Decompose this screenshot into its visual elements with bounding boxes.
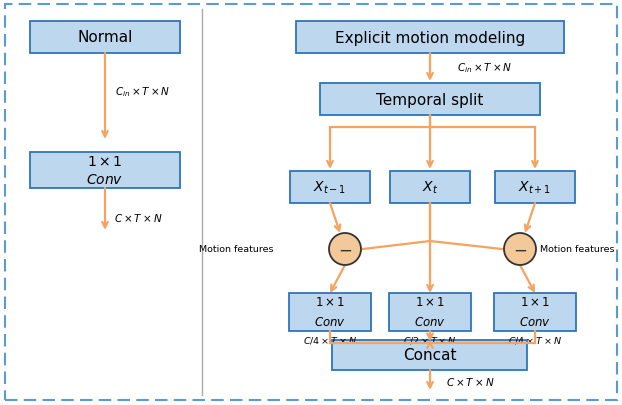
Text: Motion features: Motion features bbox=[540, 245, 615, 254]
Text: $X_t$: $X_t$ bbox=[422, 179, 438, 196]
Text: $C/2\times T\times N$: $C/2\times T\times N$ bbox=[403, 335, 457, 345]
FancyBboxPatch shape bbox=[289, 293, 371, 331]
Text: $1\times 1$: $1\times 1$ bbox=[415, 296, 445, 309]
Text: Normal: Normal bbox=[77, 30, 132, 45]
Text: $1\times 1$: $1\times 1$ bbox=[520, 296, 550, 309]
Text: Motion features: Motion features bbox=[200, 245, 274, 254]
FancyBboxPatch shape bbox=[30, 22, 180, 54]
Text: $Conv$: $Conv$ bbox=[519, 316, 551, 329]
Text: $C/4\times T\times N$: $C/4\times T\times N$ bbox=[508, 335, 562, 345]
Text: $Conv$: $Conv$ bbox=[86, 173, 124, 187]
Text: $C\times T\times N$: $C\times T\times N$ bbox=[114, 211, 162, 224]
Text: $C\times T\times N$: $C\times T\times N$ bbox=[446, 375, 494, 387]
Text: Explicit motion modeling: Explicit motion modeling bbox=[335, 30, 525, 45]
Text: $-$: $-$ bbox=[513, 241, 527, 258]
Text: Concat: Concat bbox=[403, 347, 457, 362]
Text: $X_{t+1}$: $X_{t+1}$ bbox=[519, 179, 552, 196]
Text: $X_{t-1}$: $X_{t-1}$ bbox=[313, 179, 346, 196]
Ellipse shape bbox=[504, 233, 536, 265]
FancyBboxPatch shape bbox=[494, 293, 576, 331]
FancyBboxPatch shape bbox=[333, 340, 527, 370]
Text: Temporal split: Temporal split bbox=[376, 92, 484, 107]
FancyBboxPatch shape bbox=[30, 153, 180, 189]
Text: $C/4\times T\times N$: $C/4\times T\times N$ bbox=[303, 335, 357, 345]
Text: $1\times 1$: $1\times 1$ bbox=[87, 155, 123, 168]
FancyBboxPatch shape bbox=[389, 293, 471, 331]
Text: $Conv$: $Conv$ bbox=[414, 316, 446, 329]
FancyBboxPatch shape bbox=[296, 22, 564, 54]
Text: $C_{in}\times T\times N$: $C_{in}\times T\times N$ bbox=[115, 85, 170, 99]
Text: $Conv$: $Conv$ bbox=[314, 316, 346, 329]
FancyBboxPatch shape bbox=[320, 84, 540, 116]
FancyBboxPatch shape bbox=[290, 172, 370, 203]
Text: $C_{in}\times T\times N$: $C_{in}\times T\times N$ bbox=[457, 61, 513, 75]
Text: $-$: $-$ bbox=[338, 241, 352, 258]
FancyBboxPatch shape bbox=[495, 172, 575, 203]
Ellipse shape bbox=[329, 233, 361, 265]
Text: $1\times 1$: $1\times 1$ bbox=[315, 296, 345, 309]
FancyBboxPatch shape bbox=[390, 172, 470, 203]
